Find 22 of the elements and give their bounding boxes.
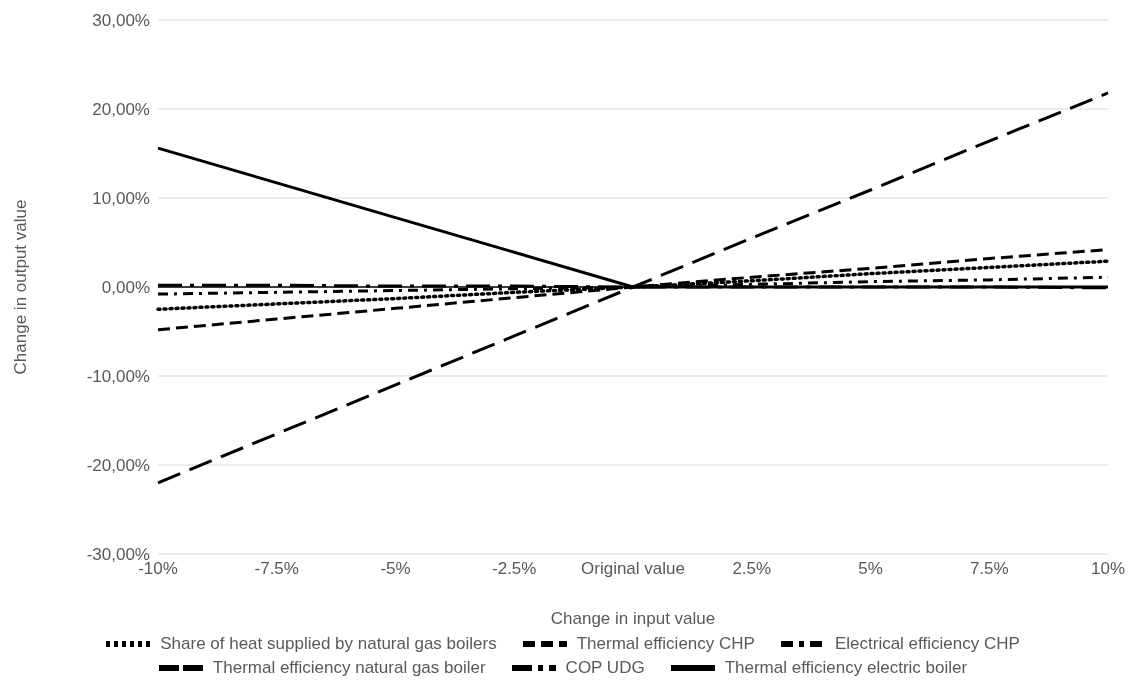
y-tick-label: 30,00% (92, 11, 150, 31)
x-axis-title: Change in input value (550, 609, 716, 628)
x-tick-label: 5% (858, 559, 883, 579)
y-axis-title: Change in output value (11, 199, 31, 375)
legend-label: Electrical efficiency CHP (833, 634, 1020, 654)
x-tick-label: 7.5% (969, 559, 1009, 579)
y-tick-label: 10,00% (92, 189, 150, 209)
x-tick-label: Original value (581, 559, 685, 579)
y-tick-label: 0,00% (101, 278, 150, 298)
x-tick-label: -7.5% (254, 559, 299, 579)
x-tick-label: -2.5% (492, 559, 537, 579)
x-tick-label: 10% (1090, 559, 1126, 579)
x-tick-label: 2.5% (732, 559, 772, 579)
y-tick-label: -20,00% (86, 456, 150, 476)
legend-label: COP UDG (564, 658, 645, 678)
legend-label: Share of heat supplied by natural gas boilers (159, 634, 497, 654)
legend-label: Thermal efficiency electric boiler (723, 658, 968, 678)
x-tick-label: -5% (380, 559, 411, 579)
legend-label: Thermal efficiency natural gas boiler (211, 658, 486, 678)
y-tick-label: -10,00% (86, 367, 150, 387)
y-tick-label: 20,00% (92, 100, 150, 120)
legend-label: Thermal efficiency CHP (575, 634, 755, 654)
